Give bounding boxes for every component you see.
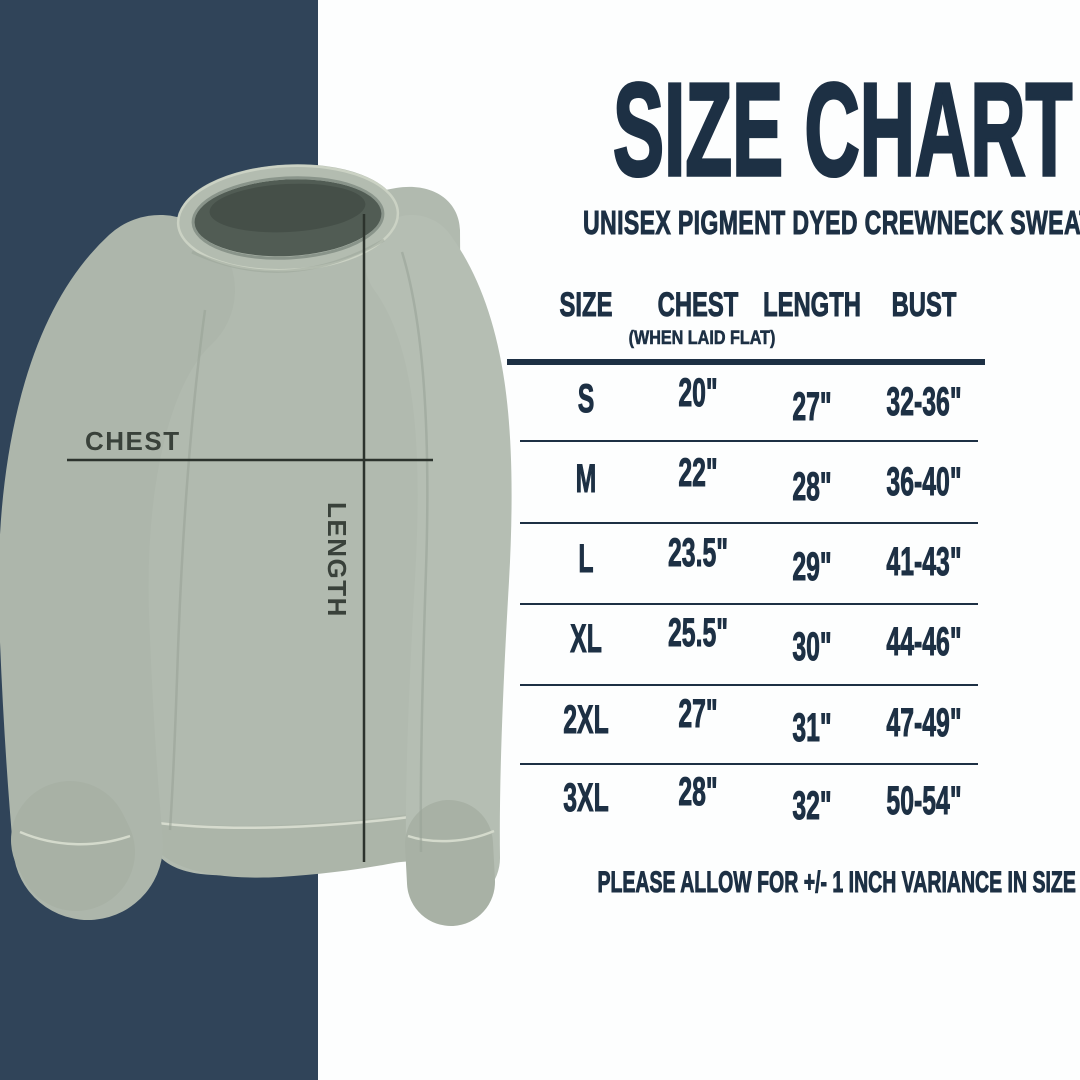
- row-divider: [520, 763, 978, 765]
- left-cuff-stitch: [19, 830, 131, 846]
- variance-note: PLEASE ALLOW FOR +/- 1 INCH VARIANCE IN …: [597, 866, 1076, 899]
- row-2xl-size: 2XL: [563, 698, 609, 742]
- row-l-chest: 23.5": [667, 531, 729, 575]
- page-title: SIZE CHART: [612, 56, 1073, 203]
- row-l-bust: 41-43": [886, 540, 962, 584]
- row-divider: [520, 684, 978, 686]
- row-divider: [520, 603, 978, 605]
- under-collar-shadow: [191, 238, 385, 273]
- collar: [176, 164, 400, 272]
- row-l-length: 29": [792, 545, 832, 589]
- length-measure-label: LENGTH: [322, 502, 352, 618]
- column-header-bust: BUST: [891, 286, 957, 324]
- row-2xl-length: 31": [792, 706, 832, 750]
- collar-inner-edge: [191, 176, 385, 260]
- column-header-chest: CHEST: [657, 286, 739, 324]
- chest-measure-label: CHEST: [85, 426, 181, 456]
- column-header-size: SIZE: [559, 286, 613, 324]
- header-rule: [507, 359, 985, 365]
- row-2xl-chest: 27": [678, 692, 718, 736]
- row-3xl-bust: 50-54": [886, 779, 962, 823]
- row-s-bust: 32-36": [886, 380, 962, 424]
- right-cuff: [405, 800, 495, 926]
- left-sleeve-seam: [168, 309, 207, 831]
- row-3xl-size: 3XL: [563, 776, 609, 820]
- hem-band: [146, 806, 463, 878]
- row-m-chest: 22": [678, 451, 718, 495]
- left-cuff: [11, 781, 135, 911]
- chest-column-subnote: (WHEN LAID FLAT): [628, 328, 776, 349]
- row-divider: [520, 522, 978, 524]
- row-2xl-bust: 47-49": [886, 701, 962, 745]
- right-sleeve-seam: [400, 251, 429, 853]
- row-m-bust: 36-40": [886, 460, 962, 504]
- row-l-size: L: [578, 537, 594, 581]
- row-xl-chest: 25.5": [667, 611, 729, 655]
- row-xl-length: 30": [792, 625, 832, 669]
- row-divider: [520, 440, 978, 442]
- row-s-length: 27": [792, 385, 832, 429]
- row-3xl-chest: 28": [678, 770, 718, 814]
- row-m-length: 28": [792, 465, 832, 509]
- row-s-size: S: [577, 377, 595, 421]
- collar-inner-shadow: [209, 183, 366, 233]
- row-xl-bust: 44-46": [886, 620, 962, 664]
- left-sleeve: [0, 215, 235, 920]
- row-s-chest: 20": [678, 371, 718, 415]
- row-xl-size: XL: [570, 617, 602, 661]
- collar-ribbing: [177, 164, 399, 272]
- row-m-size: M: [575, 457, 597, 501]
- right-sleeve: [365, 215, 512, 905]
- page-subtitle: UNISEX PIGMENT DYED CREWNECK SWEATSHIRT: [583, 204, 1080, 241]
- row-3xl-length: 32": [792, 784, 832, 828]
- right-cuff-stitch: [407, 829, 495, 843]
- column-header-length: LENGTH: [763, 286, 862, 324]
